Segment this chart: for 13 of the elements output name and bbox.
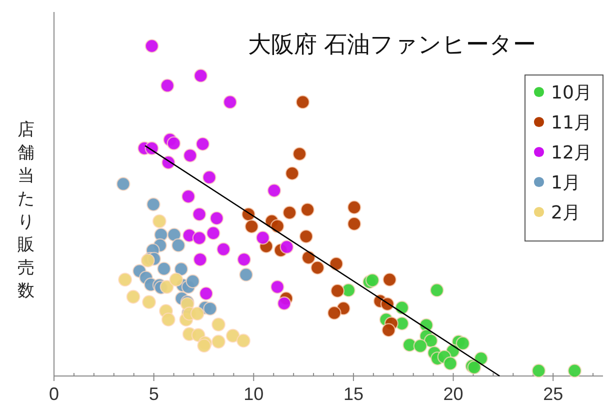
legend-label: 1月	[551, 172, 580, 194]
legend-label: 12月	[551, 142, 592, 164]
x-tick-label: 20	[443, 384, 464, 404]
legend-label: 2月	[551, 202, 580, 224]
x-tick-label: 10	[244, 384, 264, 404]
chart-title: 大阪府 石油ファンヒーター	[248, 32, 536, 58]
legend-label: 11月	[551, 112, 592, 134]
x-tick-label: 25	[543, 384, 564, 404]
x-tick-label: 15	[343, 384, 364, 404]
y-axis-title: 店舗当たり販売数	[18, 120, 34, 301]
legend-label: 10月	[551, 82, 592, 104]
x-tick-label: 0	[48, 384, 60, 404]
x-tick-label: 5	[148, 384, 159, 404]
